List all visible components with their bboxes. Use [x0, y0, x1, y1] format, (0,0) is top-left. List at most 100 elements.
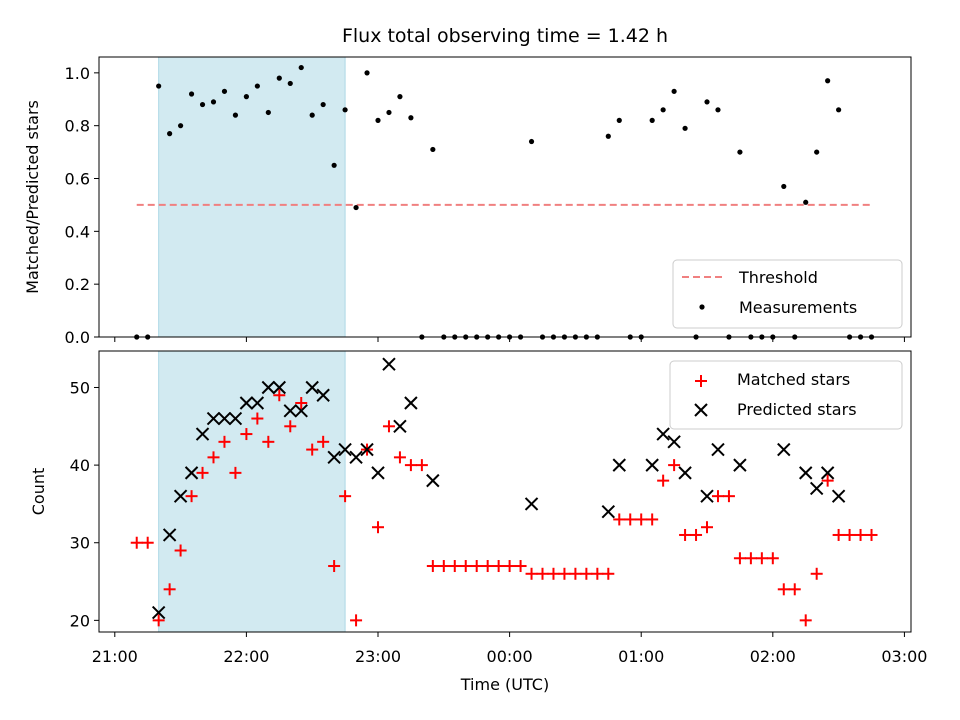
measurement-point	[528, 138, 535, 145]
predicted-star-point	[777, 442, 791, 457]
predicted-star-point	[151, 605, 166, 620]
matched-star-point	[657, 474, 670, 487]
predicted-star-point	[250, 396, 265, 410]
y-tick-label: 30	[70, 534, 90, 553]
legend-measurements-label: Measurements	[739, 298, 857, 317]
measurement-point	[836, 107, 842, 113]
predicted-star-point	[799, 466, 813, 480]
legend-box	[672, 259, 903, 329]
matched-star-point	[470, 560, 483, 573]
measurement-point	[397, 94, 403, 100]
predicted-star-point	[206, 411, 221, 426]
predicted-star-point	[294, 404, 308, 418]
measurement-point	[704, 99, 710, 105]
legend-box	[669, 360, 903, 430]
matched-star-point	[339, 490, 352, 503]
matched-star-point	[229, 466, 242, 479]
predicted-star-point	[667, 435, 681, 449]
matched-star-point	[558, 567, 571, 580]
matched-star-point	[448, 560, 461, 573]
matched-star-point	[251, 412, 264, 425]
predicted-star-point	[184, 466, 199, 480]
measurement-point	[243, 94, 249, 100]
predicted-star-point	[173, 489, 188, 503]
predicted-star-point	[371, 466, 385, 480]
matched-star-point	[690, 528, 703, 541]
matched-star-point	[591, 567, 604, 580]
matched-star-point	[240, 428, 253, 441]
predicted-star-point	[327, 450, 341, 465]
matched-star-point	[163, 583, 176, 596]
y-tick-label: 0.8	[65, 117, 90, 136]
matched-star-point	[426, 560, 439, 573]
measurement-point	[156, 83, 162, 89]
y-tick-label: 0.2	[65, 275, 90, 294]
x-tick-label: 03:00	[881, 647, 927, 666]
predicted-star-point	[711, 442, 725, 457]
measurement-point	[430, 146, 436, 153]
matched-star-point	[273, 389, 286, 402]
matched-star-point	[624, 513, 637, 526]
legend-predicted-label: Predicted stars	[737, 400, 857, 419]
predicted-star-point	[283, 404, 297, 418]
matched-star-point	[284, 420, 297, 433]
matched-star-point	[306, 443, 319, 456]
predicted-star-point	[733, 458, 747, 472]
predicted-star-point	[239, 396, 254, 410]
matched-star-point	[393, 451, 406, 464]
y-tick-label: 20	[70, 611, 90, 630]
star-count-points	[130, 357, 878, 627]
matched-star-point	[328, 560, 341, 573]
matched-star-point	[832, 528, 845, 541]
legend-matched-swatch	[695, 375, 707, 387]
predicted-star-point	[524, 497, 539, 511]
x-tick-label: 02:00	[750, 647, 796, 666]
measurement-point	[287, 80, 293, 87]
measurement-point	[825, 78, 831, 84]
matched-star-point	[372, 521, 385, 534]
matched-star-point	[503, 560, 516, 573]
predicted-star-point	[217, 411, 232, 426]
y-tick-label: 1.0	[65, 64, 90, 83]
measurement-point	[232, 112, 239, 118]
predicted-star-point	[809, 481, 824, 496]
matched-star-point	[415, 459, 428, 472]
measurement-point	[221, 88, 228, 94]
predicted-star-point	[426, 473, 440, 488]
predicted-star-point	[393, 419, 407, 434]
bottom-chart: 20 30 40 50 21:00 22:00 23:00 00:00 01:00 02:00 0…	[29, 350, 927, 694]
bottom-axes-frame	[98, 350, 912, 633]
measurement-point	[331, 162, 337, 168]
measurement-point	[199, 101, 206, 108]
predicted-star-point	[228, 411, 243, 426]
predicted-star-point	[678, 466, 692, 480]
matched-star-point	[141, 536, 154, 549]
measurement-point	[188, 91, 195, 97]
measurement-point	[682, 125, 688, 131]
matched-star-point	[295, 397, 308, 410]
matched-star-point	[722, 490, 735, 503]
legend: Threshold Measurements	[672, 259, 903, 329]
predicted-star-point	[338, 442, 352, 457]
matched-star-point	[218, 435, 231, 448]
predicted-star-point	[612, 458, 626, 472]
predicted-star-point	[316, 388, 330, 402]
matched-star-point	[701, 521, 714, 534]
measurement-point	[265, 109, 271, 116]
matched-star-point	[317, 435, 330, 448]
matched-star-point	[744, 552, 757, 565]
y-tick-label: 50	[70, 378, 90, 397]
predicted-star-point	[601, 504, 616, 519]
x-axis-ticks: 21:00 22:00 23:00 00:00 01:00 02:00 03:00	[92, 632, 927, 666]
matched-star-point	[755, 552, 768, 565]
matched-star-point	[821, 474, 834, 487]
x-axis-label: Time (UTC)	[460, 675, 549, 694]
measurement-point	[715, 107, 721, 113]
matched-star-point	[382, 420, 395, 433]
x-tick-label: 01:00	[618, 647, 664, 666]
matched-star-point	[733, 552, 746, 565]
matched-star-point	[711, 490, 724, 503]
matched-star-point	[854, 528, 867, 541]
measurement-point	[375, 117, 381, 123]
predicted-star-point	[162, 528, 177, 542]
